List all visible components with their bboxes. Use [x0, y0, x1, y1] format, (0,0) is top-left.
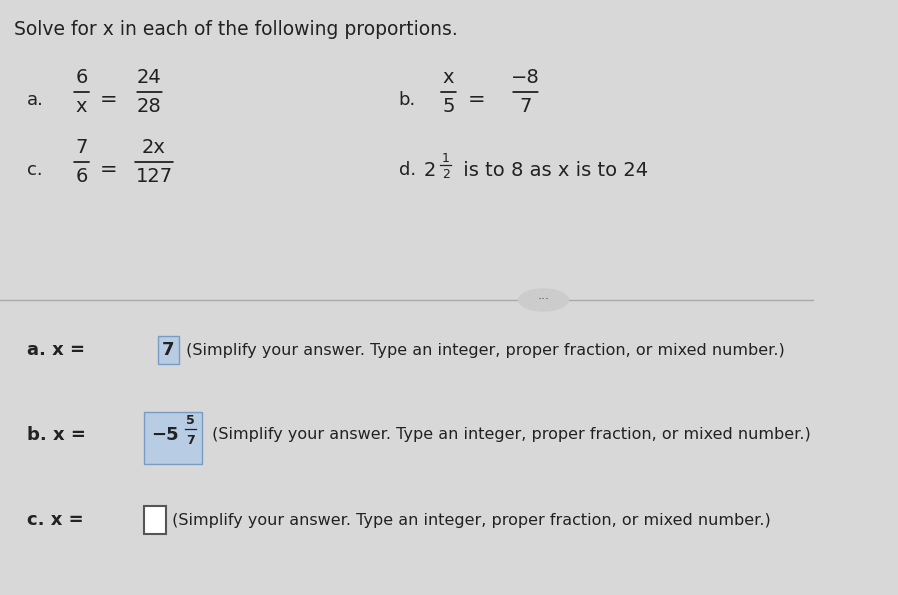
Text: Solve for x in each of the following proportions.: Solve for x in each of the following pro… — [13, 20, 457, 39]
Text: 7: 7 — [75, 138, 88, 157]
Text: −5: −5 — [151, 426, 179, 444]
Text: ···: ··· — [538, 293, 550, 306]
Text: 6: 6 — [75, 68, 88, 87]
Text: 5: 5 — [186, 415, 195, 427]
Text: x: x — [443, 68, 454, 87]
Text: a.: a. — [27, 91, 44, 109]
Text: 7: 7 — [519, 97, 532, 116]
Text: 5: 5 — [442, 97, 454, 116]
Text: 2: 2 — [424, 161, 436, 180]
Text: 2: 2 — [442, 168, 450, 180]
Text: 1: 1 — [442, 152, 450, 164]
Text: b.: b. — [399, 91, 416, 109]
Text: =: = — [468, 90, 485, 110]
Ellipse shape — [519, 289, 568, 311]
Text: c.: c. — [27, 161, 43, 179]
Text: 2x: 2x — [142, 138, 166, 157]
Text: c. x =: c. x = — [27, 511, 90, 529]
FancyBboxPatch shape — [144, 506, 166, 534]
Text: 28: 28 — [137, 97, 162, 116]
Text: d.: d. — [399, 161, 416, 179]
Text: b. x =: b. x = — [27, 426, 92, 444]
Text: x: x — [75, 97, 87, 116]
Text: 6: 6 — [75, 167, 88, 186]
Text: 7: 7 — [163, 341, 175, 359]
Text: 7: 7 — [186, 434, 195, 447]
Text: (Simplify your answer. Type an integer, proper fraction, or mixed number.): (Simplify your answer. Type an integer, … — [167, 512, 770, 528]
Text: (Simplify your answer. Type an integer, proper fraction, or mixed number.): (Simplify your answer. Type an integer, … — [207, 427, 810, 443]
Text: −8: −8 — [511, 68, 540, 87]
Text: =: = — [100, 90, 118, 110]
FancyBboxPatch shape — [158, 336, 180, 364]
Text: (Simplify your answer. Type an integer, proper fraction, or mixed number.): (Simplify your answer. Type an integer, … — [181, 343, 785, 358]
Text: a. x =: a. x = — [27, 341, 92, 359]
Text: 127: 127 — [136, 167, 172, 186]
Text: is to 8 as x is to 24: is to 8 as x is to 24 — [457, 161, 648, 180]
Text: =: = — [100, 160, 118, 180]
FancyBboxPatch shape — [144, 412, 202, 464]
Text: 24: 24 — [137, 68, 162, 87]
